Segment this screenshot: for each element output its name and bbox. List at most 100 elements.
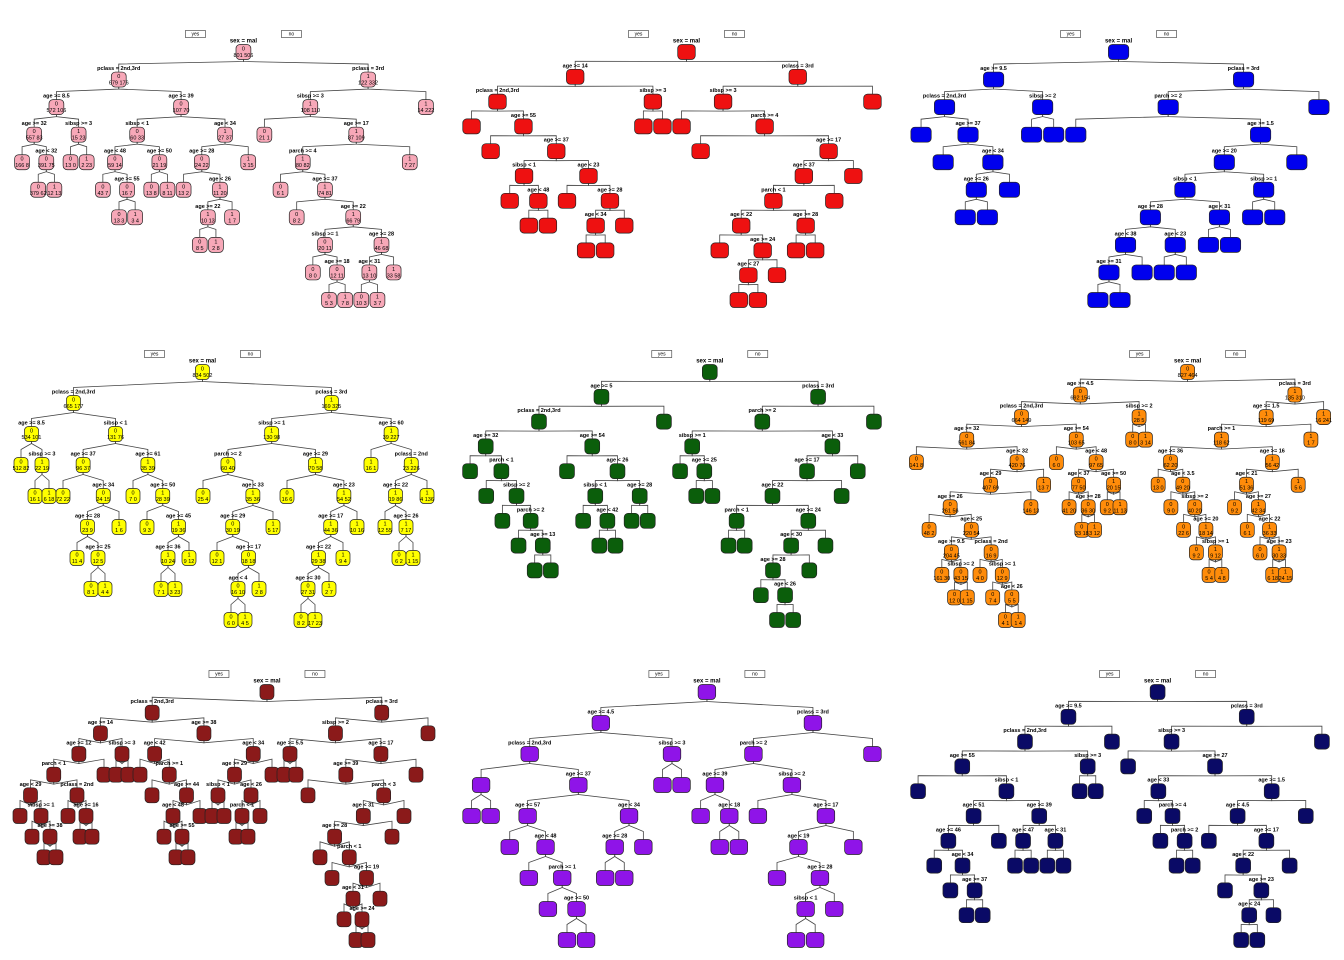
node-class: 1	[411, 553, 414, 559]
tree-edge	[1138, 423, 1146, 433]
split-node	[754, 413, 771, 430]
node-counts: 80 82	[296, 163, 310, 169]
tree-edge	[805, 916, 816, 933]
split-label: age >= 24	[349, 906, 375, 912]
split-node	[317, 181, 333, 198]
leaf-node	[972, 567, 988, 583]
leaf-node	[710, 242, 729, 259]
leaf-node	[954, 209, 976, 226]
split-node	[225, 519, 241, 535]
node-class: 1	[330, 398, 333, 404]
node-counts: 9 12	[1210, 553, 1221, 559]
leaf-node	[748, 292, 768, 308]
split-node	[140, 457, 156, 473]
node-class: 1	[1297, 479, 1300, 485]
node-class: 0	[236, 584, 239, 590]
no-branch-box	[1195, 670, 1216, 678]
split-node	[1258, 832, 1275, 849]
split-node	[514, 168, 534, 184]
split-node	[1235, 857, 1251, 874]
leaf-node	[1214, 567, 1230, 583]
yes-branch-label: yes	[635, 32, 643, 38]
split-label: age < 26	[607, 458, 629, 464]
split-label: age >= 32	[954, 426, 979, 432]
split-label: age >= 17	[368, 741, 393, 747]
tree-edge	[547, 885, 563, 902]
node-class: 0	[201, 491, 204, 497]
leaf-node	[181, 550, 197, 566]
split-label: age >= 36	[155, 545, 180, 551]
split-label: sibsp < 1	[125, 121, 149, 127]
tree-edge	[114, 169, 128, 183]
node-class: 0	[86, 522, 89, 528]
split-node	[547, 143, 566, 160]
yes-branch-box	[648, 670, 670, 678]
split-node	[69, 787, 85, 804]
node-counts: 1 6	[115, 528, 123, 534]
split-label: parch >= 1	[1208, 426, 1236, 432]
split-node	[531, 413, 547, 430]
node-class: 0	[19, 460, 22, 466]
node-class: 0	[215, 553, 218, 559]
tree-edge	[817, 404, 875, 415]
split-node	[241, 550, 256, 566]
split-label: age < 32	[35, 149, 57, 155]
split-node	[235, 44, 252, 60]
node-counts: 22 19	[35, 466, 49, 472]
node-class: 1	[146, 460, 149, 466]
split-node	[553, 870, 572, 886]
node-counts: 6 18	[1267, 576, 1278, 582]
tree-edge	[312, 252, 326, 265]
split-node	[348, 126, 365, 143]
leaf-node	[55, 488, 71, 504]
tree-edge	[825, 823, 854, 840]
split-node	[1139, 209, 1161, 226]
split-label: sibsp >= 3	[710, 88, 737, 94]
split-node	[940, 832, 957, 849]
split-node	[42, 828, 58, 845]
split-label: age >= 22	[341, 204, 366, 210]
split-node	[129, 126, 145, 143]
tree-edge	[90, 565, 99, 582]
tree-edge	[1234, 491, 1247, 500]
leaf-node	[1168, 857, 1185, 874]
split-node	[1198, 521, 1214, 538]
tree-edge	[237, 596, 246, 613]
node-counts: 1 7	[1307, 441, 1315, 447]
node-class: 1	[1271, 569, 1274, 575]
node-counts: 664 149	[1012, 418, 1032, 424]
split-label: age >= 37	[955, 121, 980, 127]
node-counts: 60 40	[221, 466, 235, 472]
split-node	[529, 192, 548, 209]
no-branch-label: no	[732, 32, 738, 38]
node-counts: 35 36	[246, 497, 260, 503]
node-class: 1	[1220, 569, 1223, 575]
node-counts: 8 5	[196, 246, 204, 252]
split-node	[341, 849, 357, 866]
node-class: 0	[75, 553, 78, 559]
no-branch-label: no	[248, 352, 254, 358]
leaf-node	[974, 907, 991, 924]
tree-edge	[37, 169, 47, 183]
split-label: age >= 61	[135, 452, 160, 458]
leaf-node	[639, 512, 656, 529]
split-node	[243, 787, 259, 804]
tree-edge	[1252, 197, 1265, 210]
leaf-node	[360, 932, 376, 948]
node-counts: 6 0	[227, 621, 235, 627]
node-counts: 16 1	[30, 497, 41, 503]
tree-edge	[1054, 848, 1064, 859]
yes-branch-box	[1129, 350, 1150, 358]
split-node	[210, 787, 226, 804]
node-class: 0	[1004, 615, 1007, 621]
tree-edge	[1106, 491, 1115, 500]
tree-edge	[1248, 922, 1258, 933]
yes-branch-box	[144, 350, 165, 358]
tree-edge	[1176, 848, 1186, 859]
tree-edge	[928, 513, 951, 523]
split-node	[1149, 684, 1166, 700]
tree-edge	[21, 142, 35, 155]
node-counts: 9 12	[184, 559, 195, 565]
leaf-node	[653, 118, 672, 135]
